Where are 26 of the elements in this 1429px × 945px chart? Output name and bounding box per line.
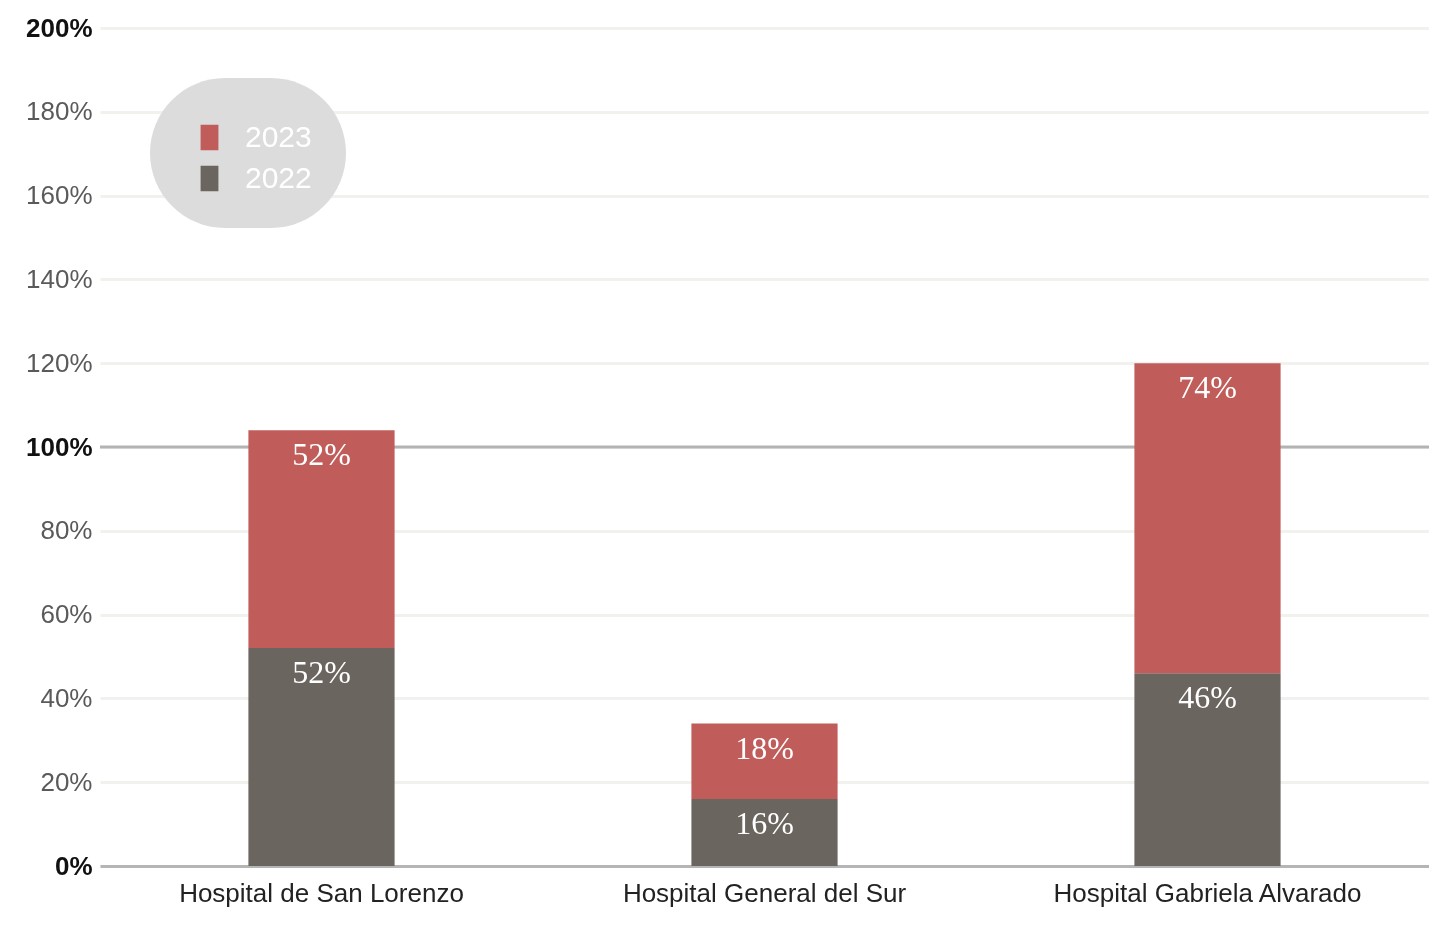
data-label: 52%: [292, 436, 351, 473]
y-tick-label: 140%: [26, 263, 93, 294]
x-tick-label: Hospital General del Sur: [622, 877, 907, 908]
bar: [691, 723, 838, 799]
data-label: 46%: [1178, 679, 1237, 716]
bar: [1134, 363, 1281, 674]
y-tick-label: 40%: [40, 682, 93, 713]
bar: [1134, 673, 1281, 866]
data-label: 74%: [1178, 369, 1237, 406]
y-tick-label: 180%: [26, 96, 93, 127]
y-tick-label: 20%: [40, 766, 93, 797]
bar: [248, 648, 395, 866]
y-tick-label: 100%: [26, 431, 93, 462]
y-tick-label: 120%: [26, 347, 93, 378]
y-tick-label: 60%: [40, 599, 93, 630]
data-label: 16%: [735, 804, 794, 841]
bar: [691, 798, 838, 866]
y-tick-label: 200%: [26, 12, 93, 43]
y-tick-label: 160%: [26, 180, 93, 211]
data-label: 18%: [735, 729, 794, 766]
x-tick-label: Hospital Gabriela Alvarado: [1053, 877, 1362, 908]
y-tick-label: 0%: [54, 850, 93, 881]
x-tick-label: Hospital de San Lorenzo: [179, 877, 464, 908]
data-label: 52%: [292, 654, 351, 691]
bar: [248, 430, 395, 649]
y-tick-label: 80%: [40, 515, 93, 546]
